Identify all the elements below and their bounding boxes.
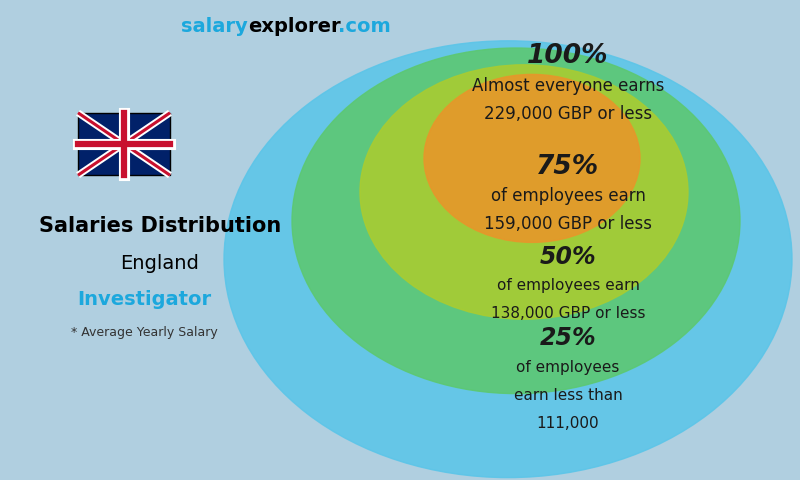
Text: salary: salary [182,17,248,36]
Text: * Average Yearly Salary: * Average Yearly Salary [70,326,218,339]
Ellipse shape [360,65,688,319]
Text: 50%: 50% [540,245,596,269]
Text: 25%: 25% [540,326,596,350]
Text: of employees: of employees [516,360,620,375]
Text: England: England [121,254,199,274]
Ellipse shape [292,48,740,394]
Text: 159,000 GBP or less: 159,000 GBP or less [484,215,652,233]
Text: 229,000 GBP or less: 229,000 GBP or less [484,105,652,122]
Text: explorer: explorer [248,17,341,36]
Ellipse shape [224,41,792,478]
Text: 75%: 75% [537,154,599,180]
Text: Salaries Distribution: Salaries Distribution [39,216,281,236]
Text: 111,000: 111,000 [537,416,599,431]
Text: Almost everyone earns: Almost everyone earns [472,77,664,95]
Text: of employees earn: of employees earn [497,278,639,293]
Text: 138,000 GBP or less: 138,000 GBP or less [490,306,646,321]
Text: Investigator: Investigator [77,290,211,310]
FancyBboxPatch shape [78,113,170,175]
Ellipse shape [424,74,640,242]
Text: of employees earn: of employees earn [490,187,646,205]
Text: 100%: 100% [527,43,609,69]
Text: .com: .com [338,17,390,36]
Text: earn less than: earn less than [514,388,622,403]
